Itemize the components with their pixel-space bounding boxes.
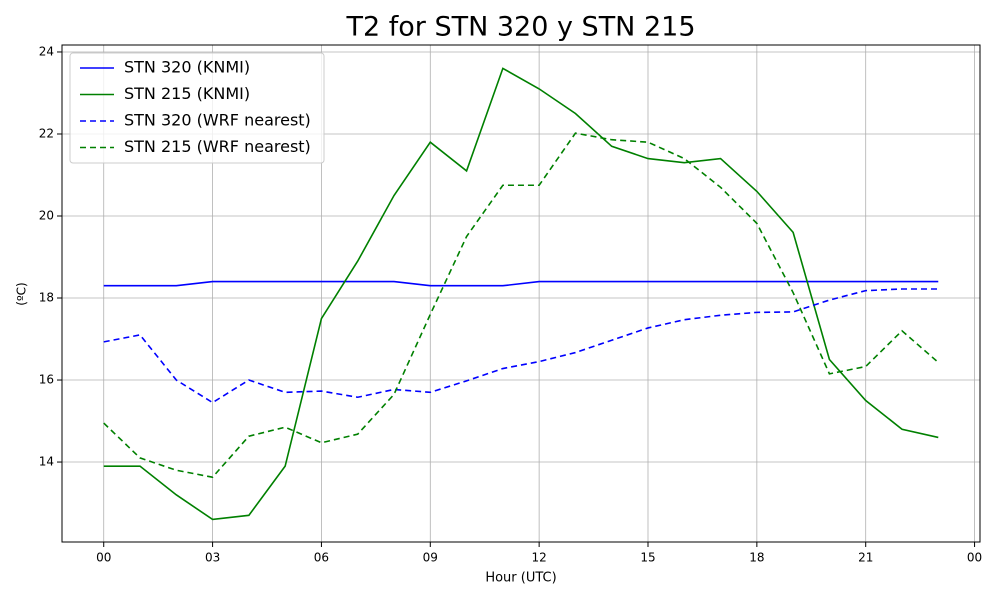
x-tick-label: 21 — [858, 551, 873, 565]
x-tick-label: 12 — [532, 551, 547, 565]
y-axis-label: (ºC) — [15, 282, 29, 305]
legend-box — [69, 52, 325, 164]
legend-label: STN 320 (WRF nearest) — [124, 111, 311, 130]
y-tick-label: 18 — [39, 291, 54, 305]
x-axis-label: Hour (UTC) — [485, 571, 556, 586]
x-tick-label: 15 — [640, 551, 655, 565]
legend-label: STN 215 (WRF nearest) — [124, 137, 311, 156]
y-tick-label: 14 — [39, 455, 54, 469]
y-tick-label: 24 — [39, 44, 54, 58]
chart-title: T2 for STN 320 y STN 215 — [346, 12, 696, 43]
series-line — [103, 67, 939, 521]
series-line — [103, 288, 939, 404]
y-tick-label: 20 — [39, 208, 54, 222]
x-tick-label: 06 — [314, 551, 329, 565]
x-tick-label: 00 — [96, 551, 111, 565]
plot-frame — [61, 44, 981, 543]
x-tick-label: 09 — [423, 551, 438, 565]
legend-label: STN 320 (KNMI) — [124, 58, 250, 77]
y-tick-label: 16 — [39, 373, 54, 387]
series-line — [103, 132, 939, 479]
y-tick-label: 22 — [39, 126, 54, 140]
series-line — [103, 280, 939, 287]
x-tick-label: 00 — [967, 551, 982, 565]
legend-label: STN 215 (KNMI) — [124, 84, 250, 103]
x-tick-label: 18 — [749, 551, 764, 565]
x-tick-label: 03 — [205, 551, 220, 565]
